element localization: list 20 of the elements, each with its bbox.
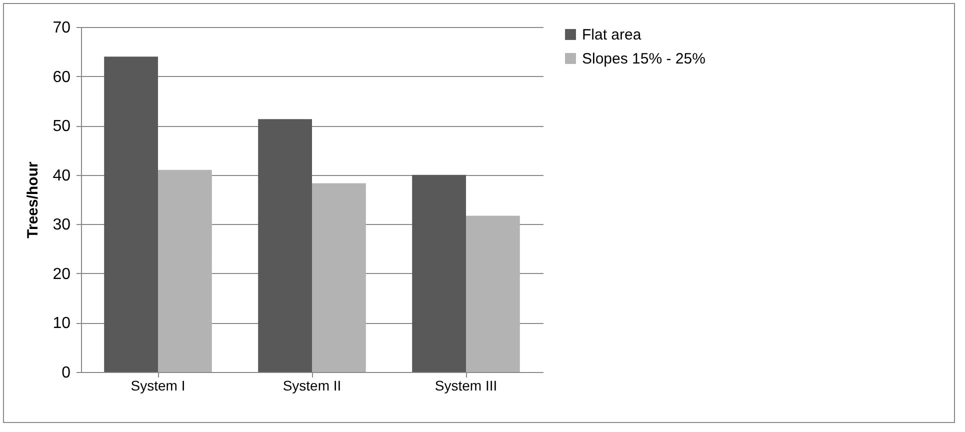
bar — [104, 56, 158, 372]
y-tick-label: 70 — [52, 20, 71, 36]
y-tick-label: 50 — [52, 118, 71, 136]
y-tick-label: 20 — [52, 266, 71, 283]
bar — [258, 119, 312, 372]
legend-label: Flat area — [582, 26, 642, 44]
y-tick-label: 60 — [52, 68, 71, 86]
x-tick-label: System III — [434, 378, 498, 394]
bar — [466, 216, 520, 372]
y-tick-label: 30 — [52, 216, 71, 234]
bar — [412, 174, 466, 372]
y-tick-label: 10 — [52, 315, 71, 332]
x-tick-label: System II — [282, 378, 342, 394]
legend-label: Slopes 15% - 25% — [582, 50, 706, 68]
y-axis-title: Trees/hour — [24, 161, 42, 238]
y-tick-label: 40 — [52, 167, 71, 184]
x-tick-label: System I — [130, 378, 186, 394]
bar — [158, 170, 212, 372]
bar — [312, 183, 366, 372]
y-tick-label: 0 — [62, 364, 71, 382]
